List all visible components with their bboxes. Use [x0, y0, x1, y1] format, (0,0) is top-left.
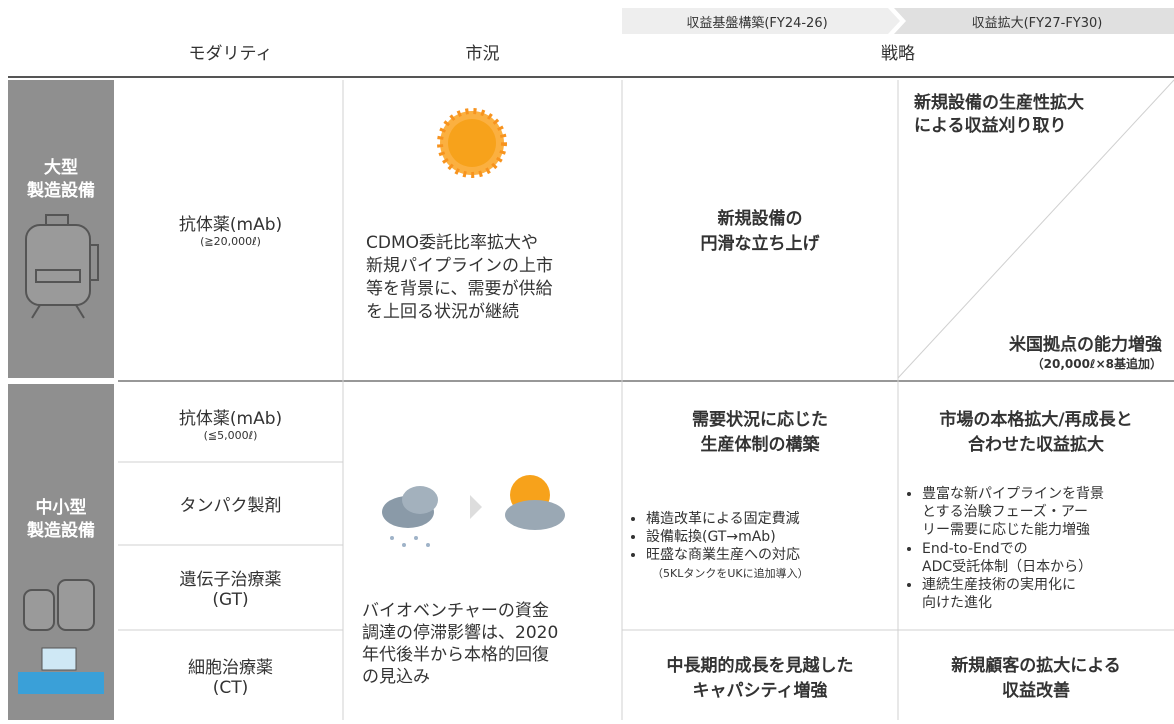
- bullet: 設備転換(GT→mAb): [646, 528, 896, 546]
- strategy: 新規設備の生産性拡大 による収益刈り取り: [914, 93, 1084, 136]
- lab-icon: [18, 672, 104, 694]
- modality-name: 遺伝子治療薬 (GT): [179, 570, 282, 610]
- header: モダリティ: [188, 43, 273, 64]
- strategy-text: 米国拠点の能力増強: [1009, 335, 1162, 355]
- strategy-heading: 需要状況に応じた 生産体制の構築: [692, 410, 828, 455]
- bullet: 連続生産技術の実用化に 向けた進化: [922, 576, 1172, 612]
- phase-tab: [894, 8, 1174, 34]
- bullet: 豊富な新パイプラインを背景 とする治験フェーズ・アー リー需要に応じた能力増強: [922, 485, 1172, 540]
- modality-name: 細胞治療薬 (CT): [188, 657, 273, 698]
- strategy: 中長期的成長を見越した キャパシティ増強: [666, 656, 854, 701]
- bullet-note: （5KLタンクをUKに追加導入）: [652, 566, 809, 580]
- bullet: 構造改革による固定費減: [646, 510, 896, 528]
- bullets: 構造改革による固定費減 設備転換(GT→mAb) 旺盛な商業生産への対応 （5K…: [628, 510, 896, 581]
- modality-name: 抗体薬(mAb): [178, 215, 283, 235]
- modality-name: 抗体薬(mAb): [178, 409, 283, 429]
- strategy: 米国拠点の能力増強 （20,000ℓ×8基追加）: [1009, 330, 1162, 372]
- modality: 抗体薬(mAb) (≧20,000ℓ): [118, 80, 343, 378]
- strategy: 新規設備の 円滑な立ち上げ: [700, 209, 820, 254]
- phase: 収益拡大(FY27-FY30): [971, 15, 1103, 31]
- row-label: 大型 製造設備: [27, 158, 95, 201]
- bullet: 旺盛な商業生産への対応: [646, 546, 896, 564]
- market: バイオベンチャーの資金 調達の停滞影響は、2020 年代後半から本格的回復 の見…: [362, 601, 559, 688]
- header: 戦略: [881, 43, 915, 64]
- modality-note: (≧20,000ℓ): [200, 235, 261, 248]
- weather-icon: [382, 475, 565, 547]
- phase: 収益基盤構築(FY24-26): [686, 15, 828, 31]
- market: CDMO委託比率拡大や 新規パイプラインの上市 等を背景に、需要が供給 を上回る…: [366, 233, 553, 322]
- strategy-heading: 市場の本格拡大/再成長と 合わせた収益拡大: [939, 410, 1133, 455]
- modality: 抗体薬(mAb) (≦5,000ℓ): [118, 384, 343, 462]
- strategy: 新規顧客の拡大による 収益改善: [951, 656, 1121, 701]
- strategy-note: （20,000ℓ×8基追加）: [1031, 357, 1162, 371]
- phase-tab: [622, 8, 900, 34]
- tank-icon: [25, 214, 99, 319]
- lab-icon: [41, 647, 77, 671]
- modality-name: タンパク製剤: [179, 496, 282, 516]
- modality-note: (≦5,000ℓ): [203, 429, 258, 442]
- tank-icon: [23, 579, 95, 631]
- row-label: 中小型 製造設備: [27, 498, 95, 541]
- sun-icon: [437, 108, 507, 178]
- bullets: 豊富な新パイプラインを背景 とする治験フェーズ・アー リー需要に応じた能力増強 …: [904, 485, 1172, 612]
- bullet: End-to-Endでの ADC受託体制（日本から）: [922, 540, 1172, 576]
- header: 市況: [465, 43, 500, 64]
